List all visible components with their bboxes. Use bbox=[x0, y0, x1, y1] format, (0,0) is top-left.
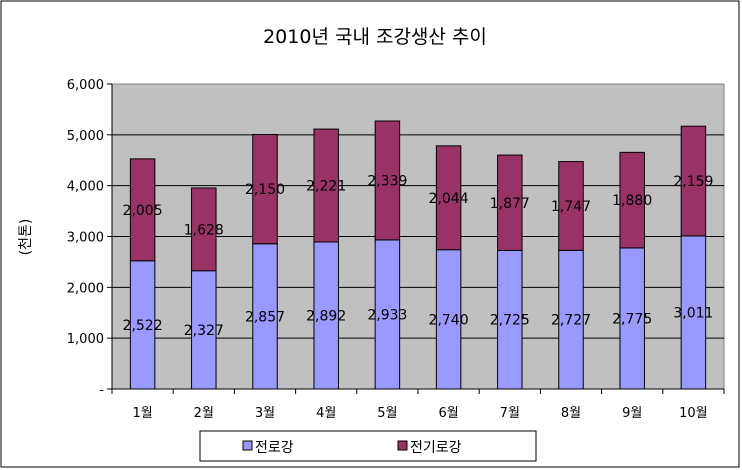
legend: 전로강 전기로강 bbox=[199, 430, 537, 462]
x-tick-label: 6월 bbox=[438, 406, 458, 421]
data-label: 2,221 bbox=[306, 179, 346, 195]
data-label: 2,775 bbox=[612, 311, 652, 327]
x-tick-label: 1월 bbox=[132, 406, 152, 421]
x-tick-label: 3월 bbox=[255, 406, 275, 421]
bars bbox=[129, 120, 707, 390]
legend-label: 전기로강 bbox=[410, 440, 462, 456]
data-label: 2,892 bbox=[306, 308, 346, 324]
bar-segment-converter-steel bbox=[497, 249, 523, 390]
x-tick-label: 10월 bbox=[679, 406, 708, 421]
data-label: 2,044 bbox=[429, 191, 469, 207]
x-tick-label: 5월 bbox=[377, 406, 397, 421]
bar-segment-electric-furnace-steel bbox=[313, 128, 339, 243]
data-label: 2,727 bbox=[551, 313, 591, 329]
data-label: 2,339 bbox=[367, 173, 407, 189]
y-axis-ticks: - 1,000 2,000 3,000 4,000 5,000 6,000 bbox=[67, 78, 113, 398]
y-tick-label: 4,000 bbox=[67, 180, 104, 195]
bar-segment-electric-furnace-steel bbox=[252, 133, 278, 245]
data-label: 1,877 bbox=[490, 196, 530, 212]
x-axis-ticks: 1월 2월 3월 4월 5월 6월 7월 8월 9월 10월 bbox=[111, 388, 725, 421]
x-tick-label: 2월 bbox=[194, 406, 214, 421]
x-tick-label: 9월 bbox=[622, 406, 642, 421]
y-tick-label: 3,000 bbox=[67, 231, 104, 246]
x-tick-label: 4월 bbox=[316, 406, 336, 421]
y-tick-label: 6,000 bbox=[67, 78, 104, 93]
bar-segment-electric-furnace-steel bbox=[497, 154, 523, 251]
data-label: 2,159 bbox=[673, 174, 713, 190]
bar-segment-converter-steel bbox=[313, 241, 339, 390]
data-label: 2,327 bbox=[184, 323, 224, 339]
bar-segment-electric-furnace-steel bbox=[129, 158, 156, 262]
data-label: 2,740 bbox=[429, 312, 469, 328]
legend-box bbox=[199, 430, 537, 462]
bar-segment-electric-furnace-steel bbox=[558, 161, 584, 251]
chart-title: 2010년 국내 조강생산 추이 bbox=[263, 26, 487, 48]
legend-swatch bbox=[242, 440, 253, 451]
bar-segment-electric-furnace-steel bbox=[619, 151, 645, 249]
bar-segment-converter-steel bbox=[619, 247, 645, 390]
y-axis-title: (천톤) bbox=[18, 219, 34, 256]
y-tick-label: 1,000 bbox=[67, 332, 104, 347]
x-tick-label: 8월 bbox=[561, 406, 581, 421]
y-tick-label: - bbox=[99, 383, 104, 398]
data-label: 3,011 bbox=[673, 305, 713, 321]
y-tick-label: 5,000 bbox=[67, 129, 104, 144]
data-label: 2,933 bbox=[367, 307, 407, 323]
legend-swatch bbox=[397, 440, 408, 451]
y-tick-label: 2,000 bbox=[67, 281, 104, 296]
data-label: 2,150 bbox=[245, 182, 285, 198]
data-labels: 2,522 2,005 2,327 1,628 2,857 2,150 2,892 2,221… bbox=[123, 173, 714, 338]
bar-segment-converter-steel bbox=[558, 249, 584, 390]
data-label: 1,628 bbox=[184, 222, 224, 238]
data-label: 1,747 bbox=[551, 199, 591, 215]
data-label: 2,857 bbox=[245, 309, 285, 325]
data-label: 2,522 bbox=[123, 318, 163, 334]
bar-segment-converter-steel bbox=[435, 249, 462, 390]
bar-segment-electric-furnace-steel bbox=[374, 120, 401, 241]
legend-label: 전로강 bbox=[255, 440, 294, 456]
bar-segment-electric-furnace-steel bbox=[680, 125, 707, 237]
x-tick-label: 7월 bbox=[500, 406, 520, 421]
data-label: 2,725 bbox=[490, 313, 530, 329]
bar-segment-electric-furnace-steel bbox=[191, 187, 217, 272]
bar-segment-electric-furnace-steel bbox=[435, 145, 462, 251]
data-label: 1,880 bbox=[612, 193, 652, 209]
data-label: 2,005 bbox=[123, 203, 163, 219]
